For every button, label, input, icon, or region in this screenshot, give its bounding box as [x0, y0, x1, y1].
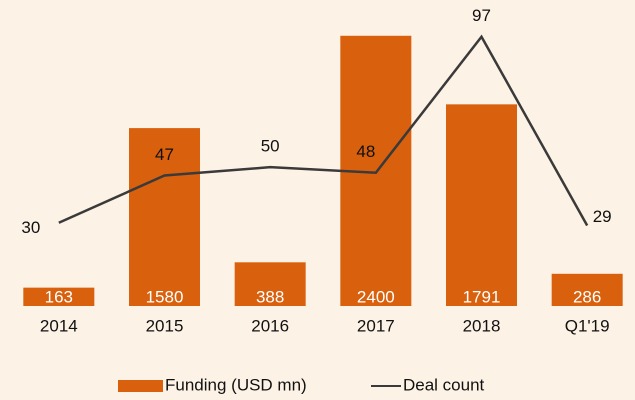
- bar-value-label: 1791: [463, 287, 501, 306]
- bar-value-label: 163: [45, 287, 73, 306]
- line-value-label: 97: [472, 6, 491, 25]
- legend-label: Deal count: [403, 375, 485, 394]
- line-value-label: 30: [21, 218, 40, 237]
- x-tick-label: Q1'19: [565, 316, 610, 335]
- x-tick-label: 2017: [357, 316, 395, 335]
- x-tick-label: 2014: [40, 316, 78, 335]
- line-value-label: 29: [593, 207, 612, 226]
- x-tick-label: 2015: [146, 316, 184, 335]
- bar: [129, 128, 200, 306]
- x-tick-label: 2018: [463, 316, 501, 335]
- bar: [446, 104, 517, 306]
- bar: [551, 273, 623, 306]
- bar: [23, 287, 95, 306]
- legend-label: Funding (USD mn): [165, 375, 307, 394]
- bar-value-label: 286: [573, 287, 601, 306]
- line-value-label: 47: [155, 145, 174, 164]
- line: [58, 34, 589, 227]
- bar-value-label: 388: [256, 287, 284, 306]
- line-value-label: 48: [356, 142, 375, 161]
- x-tick-label: 2016: [251, 316, 289, 335]
- bar-value-label: 1580: [146, 287, 184, 306]
- line-value-label: 50: [261, 137, 280, 156]
- bar: [234, 262, 306, 306]
- bar-value-label: 2400: [357, 287, 395, 306]
- legend-swatch: [118, 380, 163, 392]
